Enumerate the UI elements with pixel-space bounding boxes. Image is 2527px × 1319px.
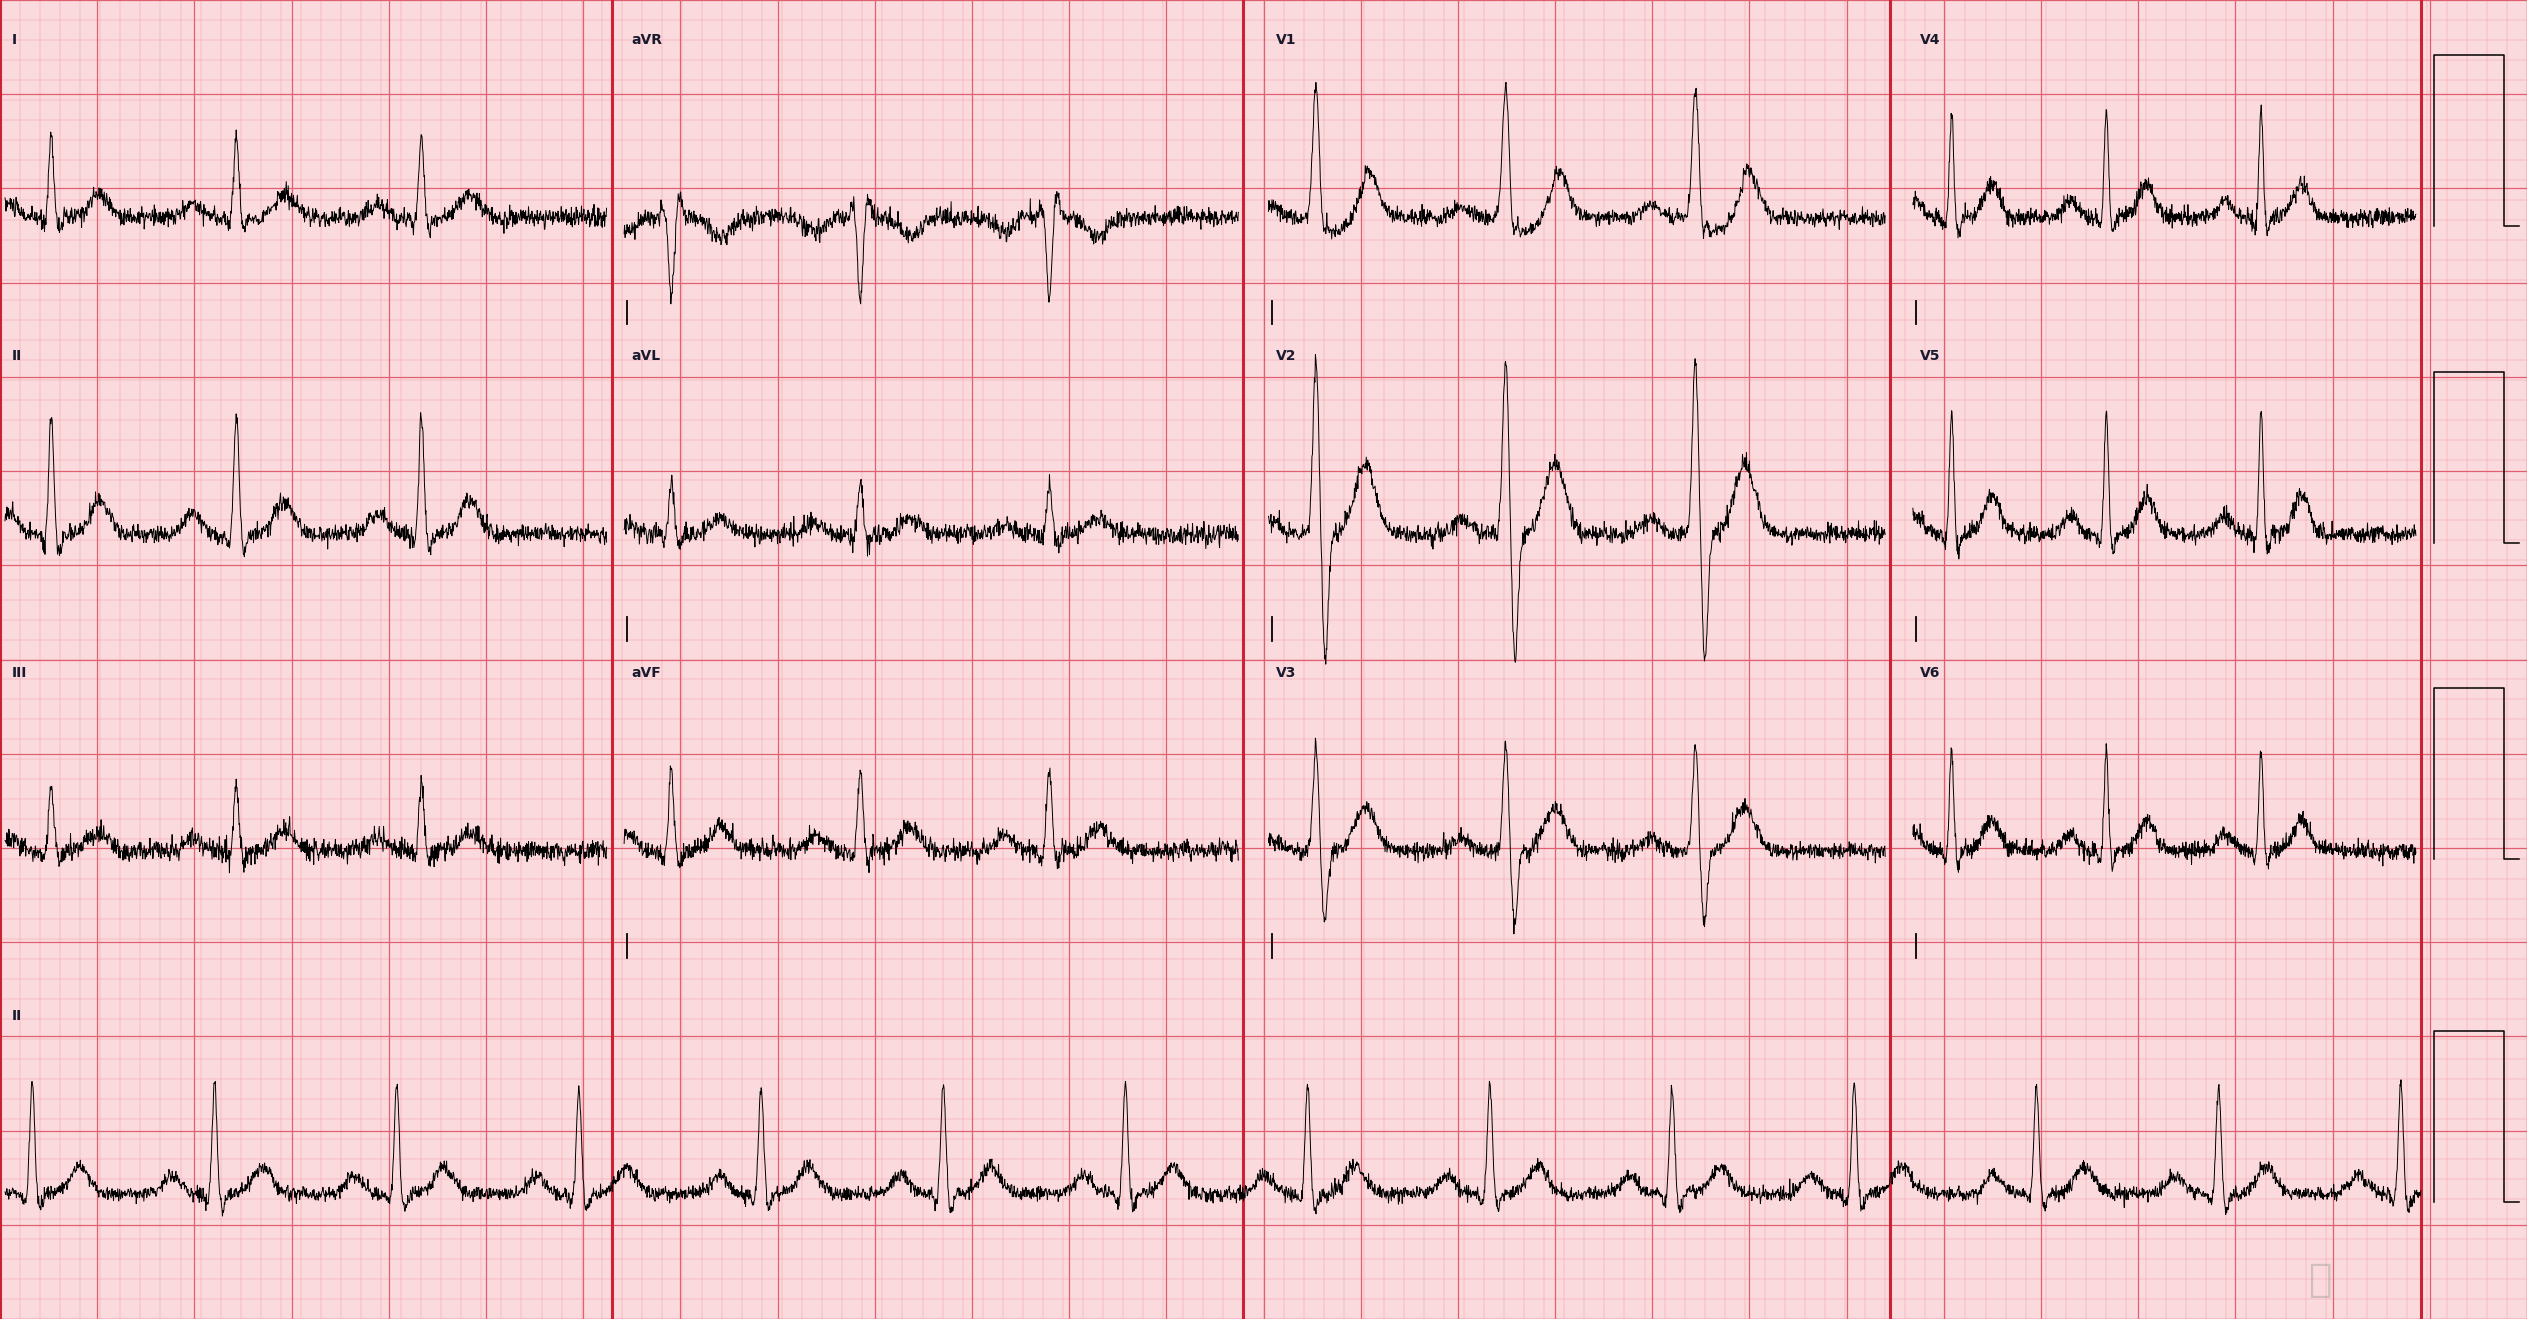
Text: V6: V6: [1921, 666, 1941, 679]
Text: aVF: aVF: [632, 666, 662, 679]
Text: III: III: [13, 666, 28, 679]
Text: V1: V1: [1276, 33, 1296, 46]
Text: V3: V3: [1276, 666, 1296, 679]
Text: V2: V2: [1276, 350, 1296, 363]
Text: I: I: [13, 33, 18, 46]
Text: aVL: aVL: [632, 350, 660, 363]
Text: V4: V4: [1921, 33, 1941, 46]
Text: 🦅: 🦅: [2307, 1261, 2332, 1299]
Text: V5: V5: [1921, 350, 1941, 363]
Text: aVR: aVR: [632, 33, 662, 46]
Text: II: II: [13, 1009, 23, 1022]
Text: II: II: [13, 350, 23, 363]
